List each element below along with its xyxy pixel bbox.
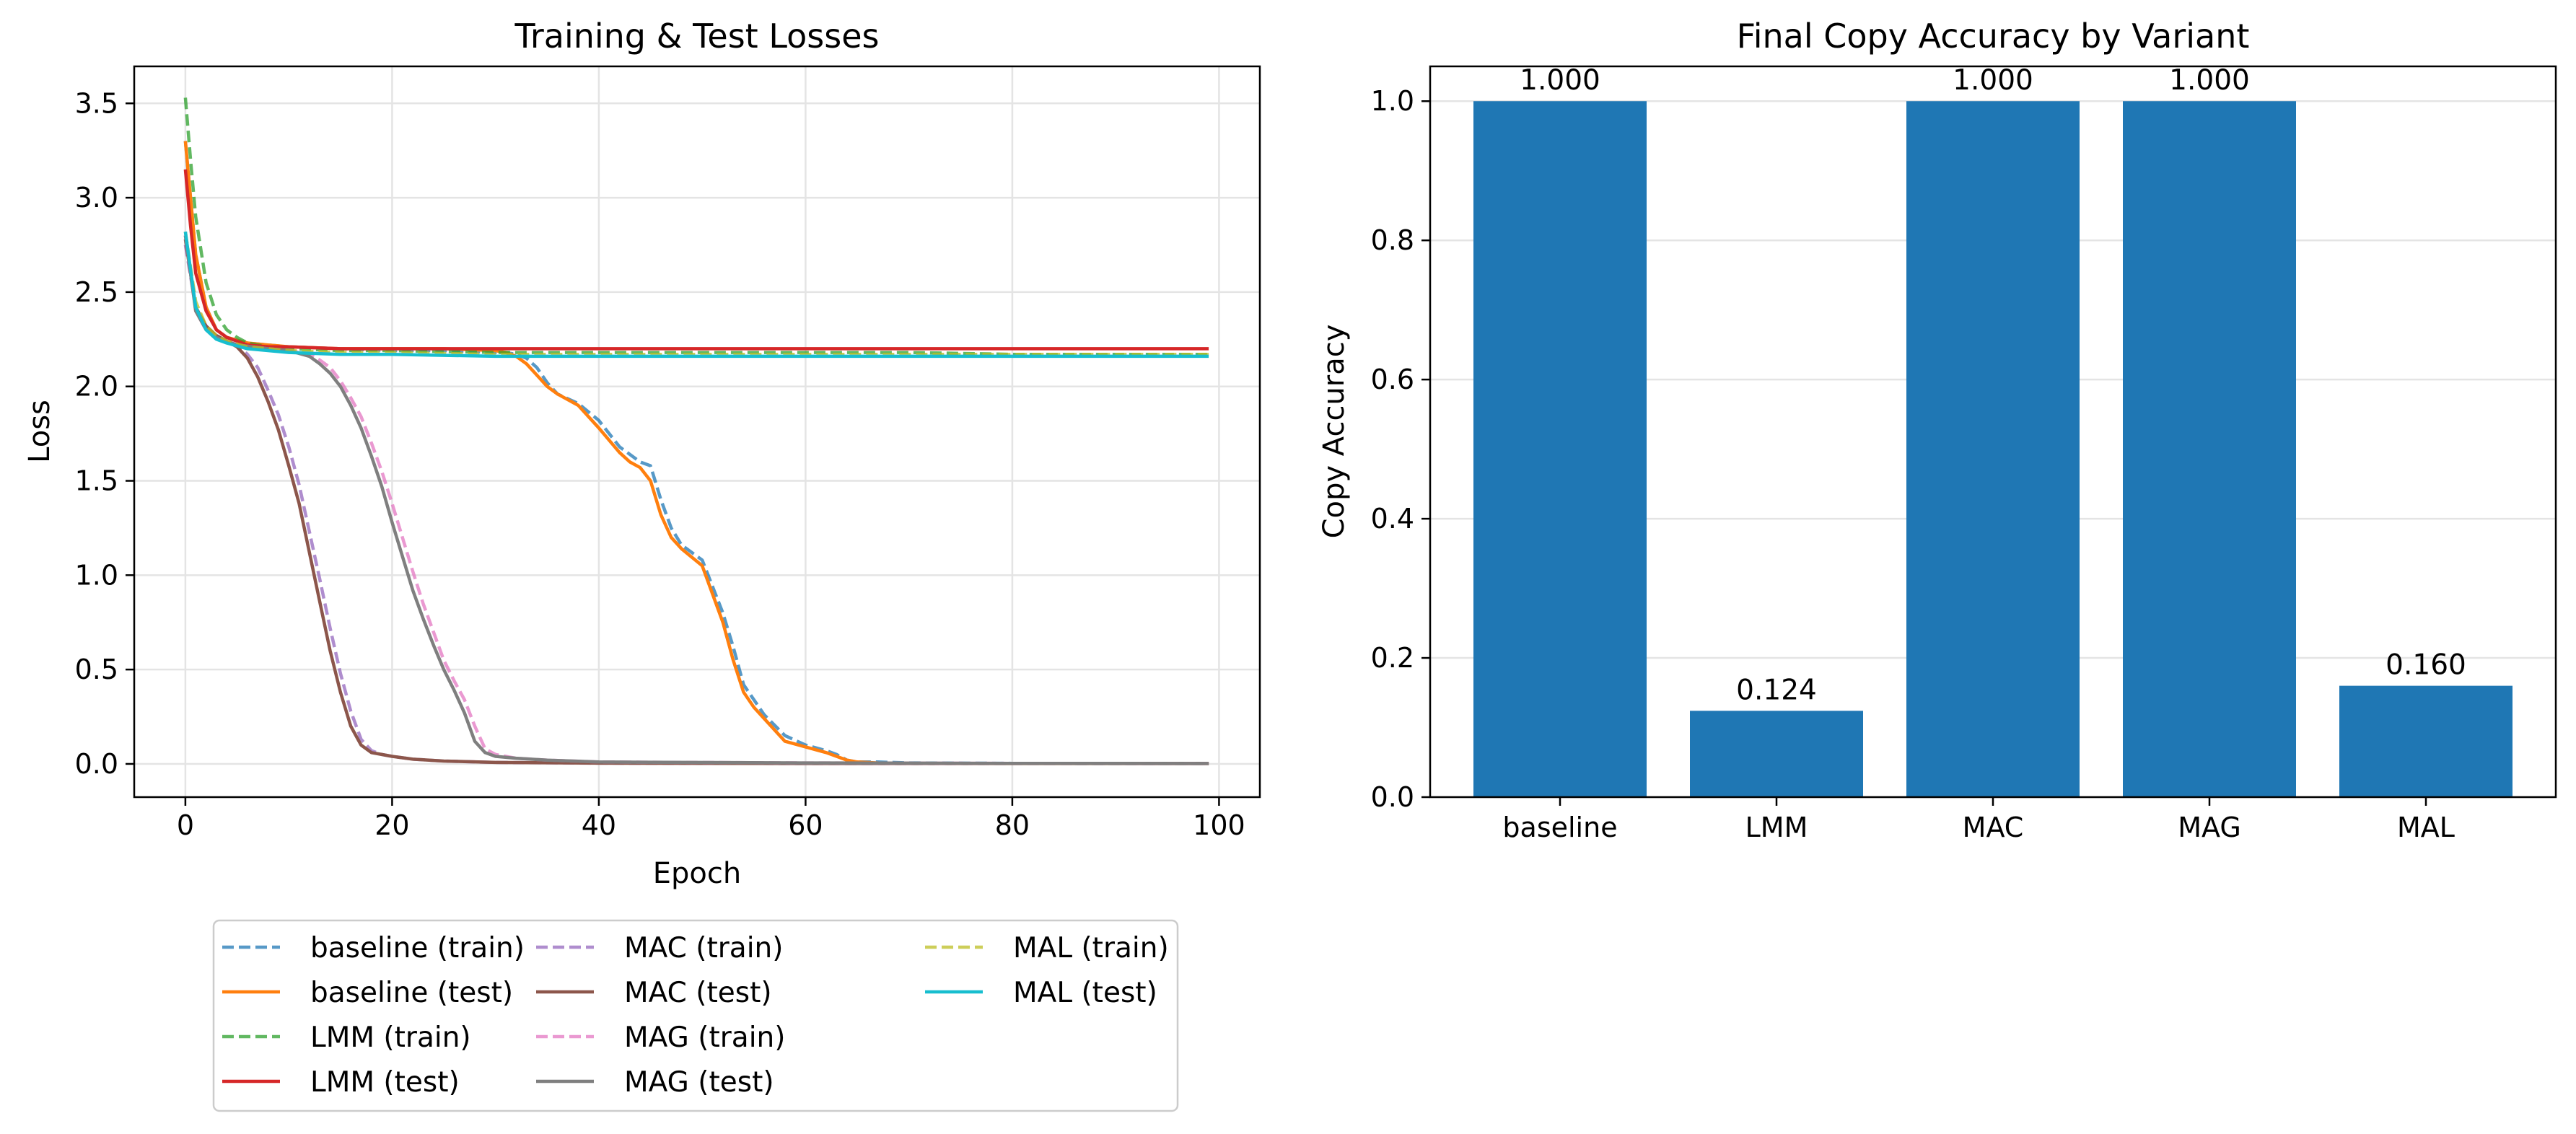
accuracy-chart-xtick-label: MAL: [2397, 812, 2455, 843]
accuracy-chart-ytick-label: 0.4: [1371, 503, 1414, 535]
loss-chart-xlabel: Epoch: [653, 857, 741, 890]
bar-mac: [1906, 101, 2080, 797]
loss-chart-ytick-label: 0.0: [75, 748, 118, 780]
legend-label: baseline (test): [310, 977, 513, 1009]
accuracy-chart-ytick-label: 0.8: [1371, 224, 1414, 256]
loss-chart-title: Training & Test Losses: [514, 17, 880, 56]
legend-box: [212, 919, 1179, 1112]
accuracy-chart-title: Final Copy Accuracy by Variant: [1737, 17, 2250, 56]
loss-chart-xtick-label: 80: [995, 809, 1030, 841]
accuracy-chart-ylabel: Copy Accuracy: [1318, 325, 1351, 539]
loss-chart-xtick-label: 40: [582, 809, 616, 841]
loss-chart-ytick-label: 1.5: [75, 465, 118, 497]
accuracy-chart-ticks: 0.0 0.2 0.4 0.6 0.8 1.0 baseline LMM MAC MAG MAL: [1371, 85, 2455, 843]
accuracy-chart-xtick-label: LMM: [1745, 812, 1808, 843]
legend-label: LMM (train): [310, 1021, 471, 1054]
loss-chart-ticks: 0 20 40 60 80 100 0.0 0.5 1.0 1.5 2.0 2.5 3.0 3.5: [75, 87, 1245, 841]
loss-chart-grid: [134, 66, 1260, 797]
loss-chart-xtick-label: 100: [1193, 809, 1245, 841]
accuracy-chart-ytick-label: 0.0: [1371, 781, 1414, 813]
loss-chart-ytick-label: 0.5: [75, 654, 118, 685]
loss-chart-xtick-label: 20: [374, 809, 409, 841]
loss-chart-xtick-label: 0: [177, 809, 194, 841]
legend-label: baseline (train): [310, 932, 525, 964]
loss-chart-lines: [183, 97, 1209, 765]
loss-chart-ytick-label: 3.0: [75, 182, 118, 214]
loss-chart-ytick-label: 1.0: [75, 559, 118, 591]
series-line-mal-test: [183, 231, 1209, 359]
bar-mag: [2123, 101, 2296, 797]
accuracy-chart-xtick-label: MAC: [1963, 812, 2024, 843]
accuracy-chart-ytick-label: 0.6: [1371, 364, 1414, 395]
accuracy-chart-ytick-label: 0.2: [1371, 642, 1414, 674]
series-line-mal-train: [183, 231, 1209, 356]
loss-chart-ytick-label: 2.5: [75, 276, 118, 308]
bar-baseline: [1473, 101, 1647, 797]
loss-chart-ylabel: Loss: [23, 400, 56, 463]
bar-value-label: 1.000: [1520, 64, 1600, 97]
loss-chart-ytick-label: 3.5: [75, 87, 118, 119]
bar-lmm: [1690, 711, 1863, 797]
loss-chart-legend: baseline (train) baseline (test) LMM (trai…: [212, 919, 1179, 1112]
bar-value-label: 1.000: [2169, 64, 2250, 97]
bar-mal: [2339, 685, 2513, 797]
legend-label: MAC (test): [624, 977, 772, 1009]
accuracy-chart-bars: 1.000 0.124 1.000 1.000 0.160: [1473, 64, 2513, 797]
legend-label: LMM (test): [310, 1066, 460, 1099]
accuracy-chart-ytick-label: 1.0: [1371, 85, 1414, 117]
legend-label: MAL (train): [1013, 932, 1169, 964]
accuracy-chart-xtick-label: baseline: [1502, 812, 1617, 843]
legend-label: MAC (train): [624, 932, 783, 964]
bar-value-label: 0.160: [2386, 649, 2466, 682]
bar-value-label: 1.000: [1953, 64, 2033, 97]
series-line-lmm-train: [183, 97, 1209, 356]
loss-chart-xtick-label: 60: [788, 809, 823, 841]
loss-chart-frame: [133, 65, 1261, 799]
series-line-lmm-test: [183, 169, 1209, 351]
bar-value-label: 0.124: [1736, 674, 1817, 706]
legend-label: MAG (test): [624, 1066, 774, 1099]
legend-label: MAG (train): [624, 1021, 785, 1054]
loss-chart-ytick-label: 2.0: [75, 371, 118, 403]
legend-label: MAL (test): [1013, 977, 1157, 1009]
accuracy-chart-xtick-label: MAG: [2178, 812, 2241, 843]
loss-line-chart: 0 20 40 60 80 100 0.0 0.5 1.0 1.5 2.0 2.5 3.0 3.5 Tra…: [23, 17, 1261, 890]
